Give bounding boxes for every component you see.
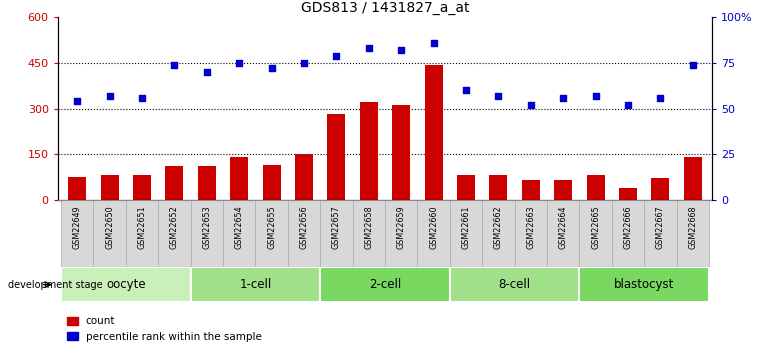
Bar: [554, 180, 572, 200]
Point: [687, 62, 699, 68]
Text: GSM22653: GSM22653: [203, 206, 211, 249]
Point: [330, 53, 343, 58]
Point: [233, 60, 246, 66]
Bar: [547, 200, 579, 267]
Point: [557, 95, 569, 100]
Bar: [320, 267, 450, 302]
Point: [266, 66, 278, 71]
Bar: [256, 200, 288, 267]
Point: [103, 93, 116, 99]
Point: [460, 88, 472, 93]
Point: [136, 95, 148, 100]
Point: [201, 69, 213, 75]
Bar: [579, 200, 612, 267]
Bar: [619, 188, 637, 200]
Bar: [482, 200, 514, 267]
Text: 8-cell: 8-cell: [498, 278, 531, 291]
Point: [168, 62, 180, 68]
Bar: [133, 175, 151, 200]
Point: [524, 102, 537, 108]
Bar: [684, 157, 701, 200]
Bar: [166, 166, 183, 200]
Bar: [295, 155, 313, 200]
Text: GSM22664: GSM22664: [559, 206, 567, 249]
Point: [492, 93, 504, 99]
Bar: [651, 178, 669, 200]
Point: [427, 40, 440, 46]
Text: GSM22666: GSM22666: [624, 206, 632, 249]
Bar: [417, 200, 450, 267]
Bar: [360, 102, 378, 200]
Bar: [353, 200, 385, 267]
Text: GSM22650: GSM22650: [105, 206, 114, 249]
Bar: [385, 200, 417, 267]
Bar: [69, 177, 86, 200]
Bar: [450, 200, 482, 267]
Point: [590, 93, 602, 99]
Bar: [677, 200, 709, 267]
Text: development stage: development stage: [8, 280, 102, 289]
Legend: count, percentile rank within the sample: count, percentile rank within the sample: [63, 312, 266, 345]
Bar: [392, 105, 410, 200]
Text: GSM22658: GSM22658: [364, 206, 373, 249]
Bar: [514, 200, 547, 267]
Bar: [61, 267, 191, 302]
Point: [298, 60, 310, 66]
Text: GSM22668: GSM22668: [688, 206, 698, 249]
Bar: [457, 175, 475, 200]
Bar: [101, 175, 119, 200]
Bar: [579, 267, 709, 302]
Text: 1-cell: 1-cell: [239, 278, 272, 291]
Text: GSM22667: GSM22667: [656, 206, 665, 249]
Bar: [93, 200, 126, 267]
Bar: [522, 180, 540, 200]
Text: GSM22654: GSM22654: [235, 206, 243, 249]
Text: GSM22655: GSM22655: [267, 206, 276, 249]
Bar: [425, 65, 443, 200]
Text: GSM22657: GSM22657: [332, 206, 341, 249]
Text: GSM22661: GSM22661: [461, 206, 470, 249]
Bar: [191, 200, 223, 267]
Text: 2-cell: 2-cell: [369, 278, 401, 291]
Bar: [126, 200, 158, 267]
Text: GSM22652: GSM22652: [170, 206, 179, 249]
Bar: [230, 157, 248, 200]
Text: blastocyst: blastocyst: [614, 278, 675, 291]
Bar: [223, 200, 256, 267]
Bar: [327, 114, 345, 200]
Bar: [191, 267, 320, 302]
Point: [622, 102, 634, 108]
Text: GSM22660: GSM22660: [429, 206, 438, 249]
Text: GSM22659: GSM22659: [397, 206, 406, 249]
Bar: [263, 165, 280, 200]
Bar: [320, 200, 353, 267]
Title: GDS813 / 1431827_a_at: GDS813 / 1431827_a_at: [301, 1, 469, 15]
Bar: [612, 200, 644, 267]
Text: GSM22651: GSM22651: [138, 206, 146, 249]
Bar: [158, 200, 191, 267]
Text: GSM22663: GSM22663: [527, 206, 535, 249]
Bar: [288, 200, 320, 267]
Bar: [198, 166, 216, 200]
Bar: [587, 175, 604, 200]
Point: [654, 95, 667, 100]
Text: GSM22662: GSM22662: [494, 206, 503, 249]
Point: [71, 99, 83, 104]
Point: [363, 46, 375, 51]
Text: oocyte: oocyte: [106, 278, 146, 291]
Text: GSM22665: GSM22665: [591, 206, 600, 249]
Point: [395, 47, 407, 53]
Text: GSM22649: GSM22649: [72, 206, 82, 249]
Bar: [61, 200, 93, 267]
Text: GSM22656: GSM22656: [300, 206, 309, 249]
Bar: [644, 200, 677, 267]
Bar: [450, 267, 579, 302]
Bar: [490, 175, 507, 200]
